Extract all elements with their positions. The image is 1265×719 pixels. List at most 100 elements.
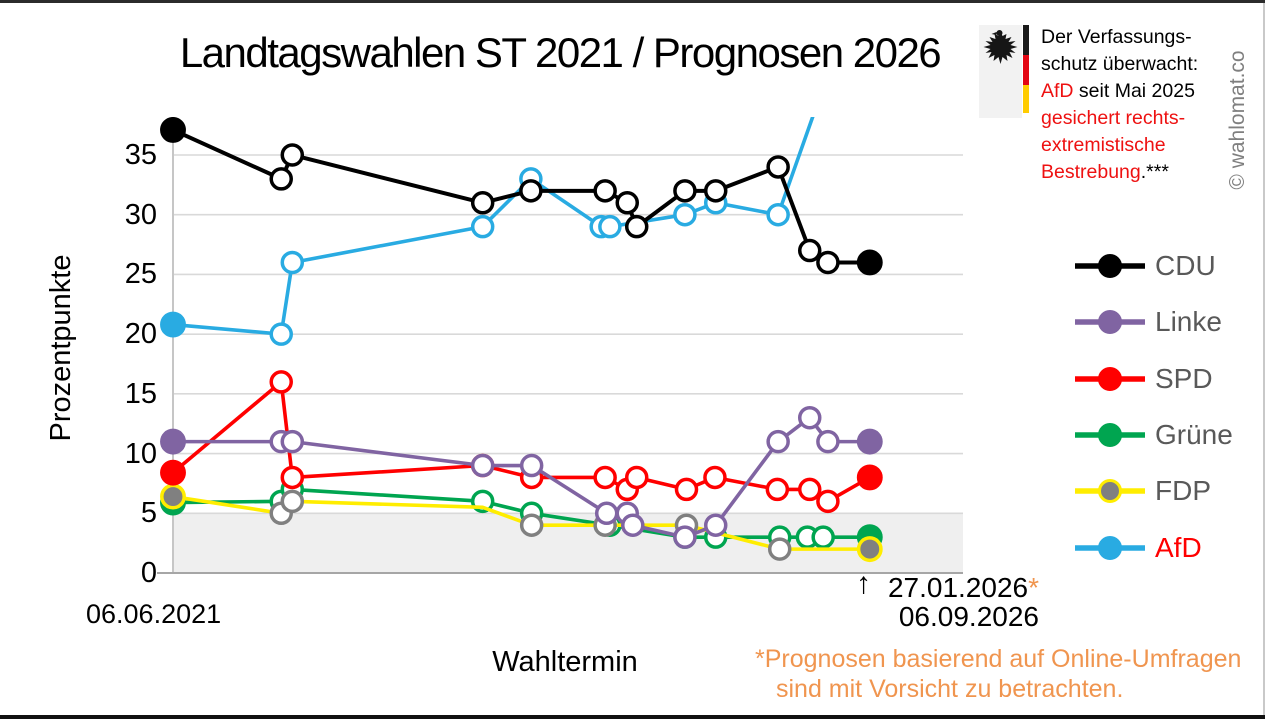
- bundesadler-icon: [983, 30, 1018, 64]
- marker-gruene: [811, 525, 835, 549]
- note-line5: extremistische: [1041, 134, 1166, 156]
- marker-cdu: [673, 179, 697, 203]
- marker-cdu: [593, 179, 617, 203]
- marker-afd: [673, 202, 697, 227]
- legend-item-fdp: FDP: [1072, 474, 1211, 508]
- marker-linke: [519, 453, 544, 478]
- marker-cdu: [624, 214, 649, 239]
- legend-marker-afd: [1075, 535, 1145, 560]
- flag-gold-segment: [1023, 85, 1029, 113]
- y-tick-label-15: 15: [124, 377, 157, 410]
- marker-afd: [766, 202, 790, 227]
- marker-cdu: [160, 117, 186, 143]
- marker-linke: [280, 429, 305, 454]
- marker-spd: [674, 477, 699, 502]
- marker-spd: [269, 370, 293, 394]
- y-tick-label-0: 0: [140, 557, 157, 589]
- marker-spd: [816, 489, 840, 514]
- verfassungsschutz-note: Der Verfassungs- schutz überwacht: AfD s…: [1041, 24, 1251, 186]
- marker-cdu: [703, 179, 728, 203]
- marker-cdu: [470, 191, 495, 215]
- y-tick-label-25: 25: [124, 258, 157, 291]
- legend-item-afd: AfD: [1072, 531, 1202, 565]
- marker-linke: [594, 501, 619, 526]
- marker-spd: [280, 465, 305, 490]
- marker-linke: [621, 513, 645, 537]
- latest-poll-date-text: 27.01.2026: [887, 572, 1029, 603]
- chart-title: Landtagswahlen ST 2021 / Prognosen 2026: [179, 29, 942, 76]
- series-linke: [160, 405, 883, 549]
- marker-linke: [470, 453, 495, 478]
- latest-poll-date: 27.01.2026*: [888, 572, 1039, 604]
- note-line6: Bestrebung: [1041, 161, 1141, 183]
- marker-spd: [160, 459, 186, 486]
- marker-cdu: [519, 179, 543, 203]
- legend-label-fdp: FDP: [1155, 475, 1211, 507]
- marker-cdu: [816, 250, 840, 275]
- marker-linke: [703, 513, 728, 537]
- marker-cdu: [615, 191, 639, 215]
- y-tick-label-10: 10: [124, 437, 157, 470]
- marker-afd: [280, 250, 305, 275]
- marker-linke: [160, 428, 186, 455]
- eagle-badge: [979, 25, 1022, 118]
- note-line2: schutz überwacht:: [1041, 53, 1199, 75]
- marker-fdp: [519, 513, 544, 537]
- note-line6-stars: .***: [1140, 161, 1169, 183]
- note-afd: AfD: [1041, 80, 1074, 102]
- footnote-line-1: *Prognosen basierend auf Online-Umfragen: [755, 645, 1242, 673]
- marker-linke: [816, 429, 840, 454]
- marker-cdu: [766, 155, 790, 179]
- legend-label-cdu: CDU: [1155, 250, 1216, 281]
- marker-afd: [160, 311, 186, 338]
- line-chart-plot: [157, 117, 963, 574]
- marker-afd: [269, 322, 293, 346]
- flag-black-segment: [1023, 25, 1029, 55]
- legend-marker-spd: [1075, 366, 1145, 391]
- x-axis-label: Wahltermin: [492, 646, 638, 678]
- legend-item-spd: SPD: [1072, 362, 1213, 396]
- legend-marker-cdu: [1075, 254, 1145, 278]
- marker-cdu: [797, 238, 822, 263]
- legend-marker-gruene: [1075, 422, 1145, 447]
- marker-afd: [598, 214, 622, 239]
- legend-label-linke: Linke: [1155, 306, 1222, 338]
- note-line1: Der Verfassungs-: [1041, 26, 1192, 48]
- marker-fdp: [280, 489, 305, 514]
- marker-spd: [856, 464, 883, 491]
- flag-red-segment: [1023, 55, 1029, 85]
- marker-spd: [703, 465, 727, 490]
- legend-item-cdu: CDU: [1072, 249, 1216, 283]
- series-line-cdu: [172, 128, 870, 265]
- marker-cdu: [280, 143, 305, 167]
- y-axis-label: Prozentpunkte: [45, 254, 77, 442]
- marker-spd: [765, 477, 790, 502]
- marker-linke: [797, 405, 822, 430]
- latest-poll-date-asterisk: *: [1028, 572, 1039, 603]
- legend-label-afd: AfD: [1155, 531, 1202, 563]
- series-fdp: [160, 483, 883, 563]
- legend-label-spd: SPD: [1155, 362, 1213, 394]
- legend-marker-linke: [1075, 310, 1145, 335]
- series-afd: [160, 117, 815, 346]
- y-tick-label-30: 30: [124, 198, 157, 231]
- series-line-afd: [172, 117, 815, 336]
- marker-spd: [797, 477, 822, 502]
- legend-marker-fdp: [1075, 479, 1145, 504]
- footnote-line-2: sind mit Vorsicht zu betrachten.: [776, 675, 1124, 703]
- marker-fdp: [160, 483, 186, 510]
- marker-afd: [470, 214, 495, 239]
- marker-fdp: [767, 537, 792, 561]
- watermark: © wahlomat.co: [1226, 50, 1249, 190]
- y-tick-label-5: 5: [140, 497, 157, 530]
- marker-linke: [766, 429, 790, 454]
- legend-label-gruene: Grüne: [1155, 418, 1233, 450]
- marker-linke: [673, 525, 697, 549]
- election-date: 06.09.2026: [898, 601, 1039, 632]
- marker-linke: [856, 428, 883, 455]
- marker-cdu: [269, 167, 293, 191]
- note-line3: seit Mai 2025: [1073, 80, 1195, 102]
- marker-fdp: [856, 536, 883, 563]
- legend-item-linke: Linke: [1072, 305, 1222, 339]
